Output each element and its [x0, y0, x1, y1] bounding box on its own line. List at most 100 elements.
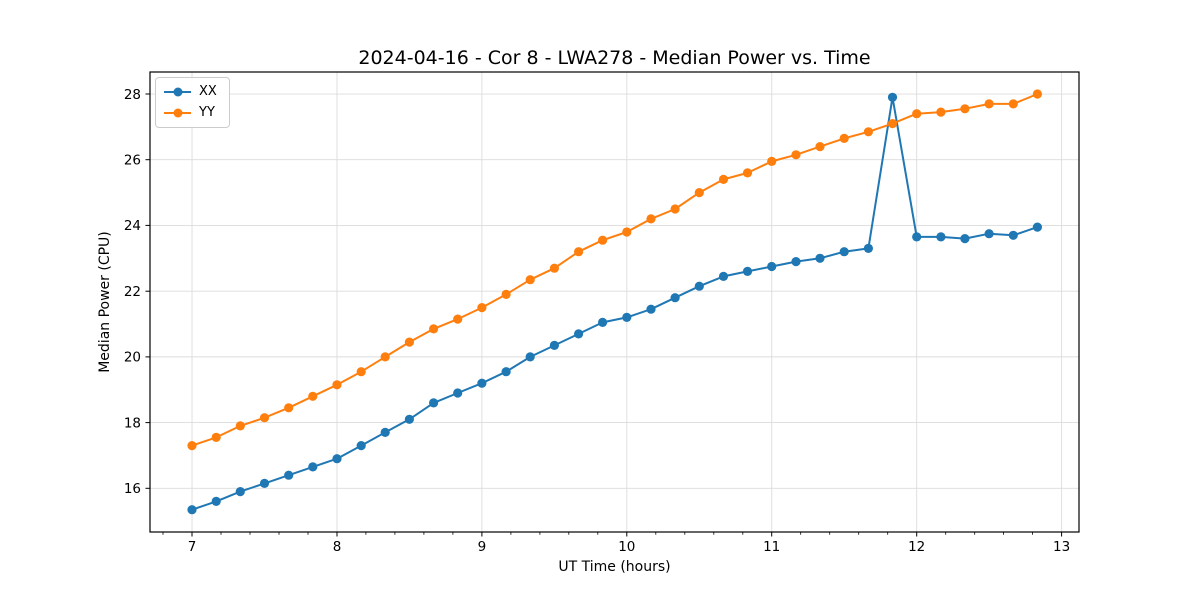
series-XX-marker	[839, 247, 849, 257]
axes-frame	[149, 71, 1080, 533]
series-XX-marker	[356, 441, 366, 451]
series-YY-marker	[429, 324, 439, 334]
series-XX-marker	[429, 398, 439, 408]
series-XX-marker	[912, 232, 922, 242]
x-tick-label: 11	[763, 539, 780, 555]
x-tick-label: 10	[618, 539, 635, 555]
series-XX-marker	[284, 470, 294, 480]
y-tick-label: 16	[124, 481, 141, 497]
legend-item-xx: XX	[164, 83, 217, 101]
series-XX-marker	[1008, 230, 1018, 240]
series-YY-marker	[767, 156, 777, 166]
series-YY-marker	[549, 263, 560, 273]
series-YY-marker	[477, 303, 487, 313]
series-YY-marker	[235, 421, 245, 431]
series-YY-marker	[1008, 99, 1018, 109]
series-XX-marker	[235, 487, 245, 497]
series-XX-marker	[791, 257, 801, 267]
series-XX	[187, 92, 1042, 515]
x-tick-label: 7	[188, 539, 197, 555]
series-YY-marker	[356, 367, 366, 377]
series-YY-marker	[718, 174, 729, 184]
series-YY-marker	[863, 127, 874, 137]
series-YY-marker	[984, 99, 994, 109]
x-tick-label: 12	[908, 539, 925, 555]
series-YY-marker	[404, 337, 414, 347]
x-tick-label: 13	[1053, 539, 1070, 555]
series-XX-marker	[404, 414, 414, 424]
series-XX-marker	[936, 232, 946, 242]
series-XX-marker	[501, 367, 511, 377]
series-XX-marker	[742, 266, 753, 276]
series-XX-marker	[259, 478, 270, 488]
series-YY-marker	[742, 168, 753, 178]
series-XX-marker	[646, 304, 656, 314]
series-XX-marker	[622, 312, 632, 322]
series-XX-line	[191, 96, 1038, 511]
series-YY-marker	[380, 352, 390, 362]
series-XX-marker	[887, 92, 898, 102]
series-YY-marker	[211, 432, 221, 442]
x-axis-label: UT Time (hours)	[558, 559, 671, 575]
series-YY-marker	[187, 441, 197, 451]
series-XX-marker	[863, 243, 874, 253]
axis-ticks: 7 8 9 10 11 12 13 16 18 20 22 24 26 28	[124, 87, 1070, 555]
series-YY-marker	[525, 275, 535, 285]
series-YY-marker	[839, 133, 849, 143]
series-XX-marker	[187, 505, 197, 515]
series-XX-marker	[477, 378, 487, 388]
y-tick-label: 26	[124, 153, 141, 169]
y-axis-label: Median Power (CPU)	[97, 231, 113, 373]
series-YY-marker	[284, 403, 294, 413]
x-tick-label: 8	[333, 539, 342, 555]
series-XX-marker	[380, 427, 390, 437]
chart-title: 2024-04-16 - Cor 8 - LWA278 - Median Pow…	[358, 47, 871, 69]
y-tick-label: 28	[124, 87, 141, 103]
y-tick-label: 24	[124, 218, 141, 234]
series-XX-marker	[670, 293, 680, 303]
series-YY-marker	[670, 204, 680, 214]
series-YY-marker	[1032, 89, 1042, 99]
series-XX-marker	[960, 234, 970, 244]
legend: XX YY	[155, 77, 230, 128]
legend-line-marker-icon-yy	[164, 108, 191, 118]
series-YY-marker	[501, 289, 511, 299]
series-YY	[187, 89, 1042, 451]
y-tick-label: 18	[124, 415, 141, 431]
series-YY-marker	[259, 413, 270, 423]
series-XX-marker	[815, 253, 825, 263]
series-YY-marker	[622, 227, 632, 237]
series-XX-marker	[549, 340, 560, 350]
y-tick-label: 22	[124, 284, 141, 300]
series-YY-marker	[887, 119, 898, 129]
series-YY-marker	[598, 235, 608, 245]
series-XX-marker	[453, 388, 463, 398]
series-YY-marker	[936, 107, 946, 117]
series-XX-marker	[718, 271, 729, 281]
series-YY-marker	[912, 109, 922, 119]
series-YY-line	[191, 93, 1038, 447]
series-XX-marker	[574, 329, 584, 339]
x-tick-label: 9	[478, 539, 487, 555]
series-XX-marker	[984, 229, 994, 239]
series-YY-marker	[646, 214, 656, 224]
series-XX-marker	[767, 261, 777, 272]
series-YY-marker	[308, 391, 318, 401]
series-YY-marker	[694, 188, 704, 198]
legend-label-xx: XX	[199, 84, 217, 99]
legend-line-marker-icon-xx	[164, 87, 191, 97]
series-YY-marker	[574, 247, 584, 257]
legend-label-yy: YY	[199, 105, 215, 120]
series-XX-marker	[694, 281, 704, 291]
gridlines	[150, 72, 1079, 532]
series-XX-marker	[332, 454, 342, 464]
y-tick-label: 20	[124, 350, 141, 366]
series-YY-marker	[332, 380, 342, 390]
series-XX-marker	[598, 317, 608, 327]
series-YY-marker	[815, 142, 825, 152]
series-YY-marker	[453, 314, 463, 324]
series-XX-marker	[525, 352, 535, 362]
series-XX-marker	[211, 496, 221, 506]
